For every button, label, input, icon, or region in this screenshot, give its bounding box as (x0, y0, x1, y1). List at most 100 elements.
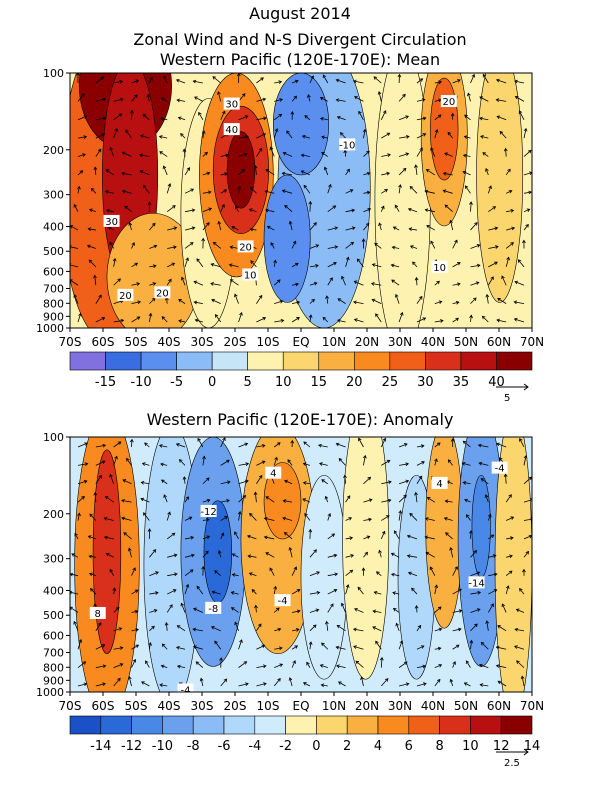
wind-arrowhead (112, 257, 117, 262)
wind-arrowhead (490, 534, 495, 539)
wind-arrow (286, 130, 293, 139)
wind-arrowhead (462, 481, 467, 485)
contour-label: 20 (156, 288, 169, 299)
wind-arrow (149, 609, 157, 613)
wind-arrowhead (114, 455, 118, 460)
x-tick-label: 60N (487, 335, 511, 349)
wind-arrowhead (409, 185, 414, 190)
wind-arrow (452, 644, 460, 650)
wind-arrowhead (388, 480, 392, 485)
wind-arrowhead (231, 553, 236, 557)
wind-arrow (94, 167, 97, 175)
wind-arrowhead (424, 208, 429, 213)
wind-arrow (353, 80, 364, 84)
wind-arrow (88, 259, 97, 268)
wind-arrow (291, 262, 299, 268)
wind-arrowhead (120, 318, 125, 323)
wind-arrowhead (230, 591, 235, 595)
wind-arrowhead (244, 115, 249, 119)
wind-arrowhead (407, 571, 412, 576)
wind-arrowhead (349, 569, 354, 574)
wind-arrow (345, 537, 353, 540)
wind-arrowhead (125, 129, 129, 134)
wind-arrowhead (412, 261, 416, 266)
wind-arrowhead (211, 298, 215, 303)
wind-arrowhead (234, 621, 238, 626)
wind-arrowhead (160, 462, 164, 467)
wind-arrow (380, 206, 385, 212)
wind-arrow (424, 190, 435, 194)
wind-arrowhead (308, 528, 313, 533)
x-tick-label: 70S (59, 335, 82, 349)
wind-arrowhead (457, 262, 461, 266)
wind-arrowhead (87, 227, 92, 232)
y-tick-label: 100 (43, 67, 64, 80)
wind-arrowhead (403, 494, 407, 499)
wind-arrow (193, 628, 203, 632)
wind-arrow (488, 534, 494, 540)
wind-arrow (341, 276, 346, 286)
wind-arrow (291, 628, 299, 632)
wind-arrowhead (418, 475, 423, 480)
wind-arrowhead (442, 189, 447, 193)
wind-arrowhead (327, 512, 332, 517)
wind-arrow (363, 208, 371, 213)
wind-arrow (89, 209, 96, 213)
contour-label: 40 (225, 125, 238, 136)
wind-arrow (416, 277, 418, 286)
wind-arrow (410, 245, 418, 249)
wind-arrowhead (356, 258, 361, 263)
wind-arrow (220, 204, 225, 212)
wind-arrowhead (405, 115, 409, 119)
wind-arrowhead (464, 498, 468, 503)
wind-arrowhead (350, 554, 355, 558)
wind-arrowhead (527, 149, 532, 154)
wind-arrowhead (463, 682, 468, 686)
wind-arrowhead (276, 607, 280, 612)
wind-arrowhead (263, 116, 267, 121)
wind-arrow (289, 221, 293, 231)
wind-arrowhead (321, 642, 325, 647)
wind-arrowhead (210, 282, 214, 286)
wind-arrow (381, 154, 391, 157)
wind-arrow (238, 312, 243, 323)
wind-arrowhead (354, 607, 358, 612)
wind-arrowhead (231, 573, 236, 577)
wind-arrow (394, 205, 400, 212)
wind-arrow (470, 608, 481, 613)
wind-arrowhead (402, 93, 406, 98)
wind-arrowhead (282, 516, 286, 521)
contour-label-bg (223, 97, 240, 110)
contour-label: -12 (200, 507, 216, 518)
y-tick-label: 600 (43, 265, 64, 278)
wind-arrowhead (488, 185, 492, 190)
wind-arrowhead (467, 92, 471, 97)
wind-arrowhead (414, 276, 419, 281)
wind-arrowhead (449, 219, 453, 224)
wind-arrow (70, 225, 79, 231)
wind-arrowhead (366, 150, 370, 155)
wind-arrow (380, 657, 383, 668)
contour-label-bg (431, 476, 448, 489)
wind-arrowhead (139, 134, 144, 139)
wind-arrow (321, 152, 328, 157)
wind-arrowhead (160, 97, 165, 101)
colorbar-swatch (247, 351, 284, 371)
wind-arrow (95, 149, 102, 157)
wind-arrowhead (262, 317, 267, 321)
wind-arrowhead (266, 225, 271, 230)
wind-arrowhead (171, 532, 176, 537)
wind-arrowhead (398, 510, 403, 514)
wind-arrowhead (337, 318, 341, 323)
wind-arrow (289, 677, 293, 687)
wind-arrowhead (364, 551, 368, 556)
wind-arrowhead (282, 499, 287, 503)
wind-arrow (363, 455, 366, 466)
wind-arrow (523, 455, 527, 466)
field-contour (263, 174, 311, 303)
wind-arrowhead (414, 604, 419, 609)
wind-arrowhead (507, 168, 511, 173)
wind-arrow (232, 574, 239, 577)
wind-arrow (106, 169, 114, 176)
